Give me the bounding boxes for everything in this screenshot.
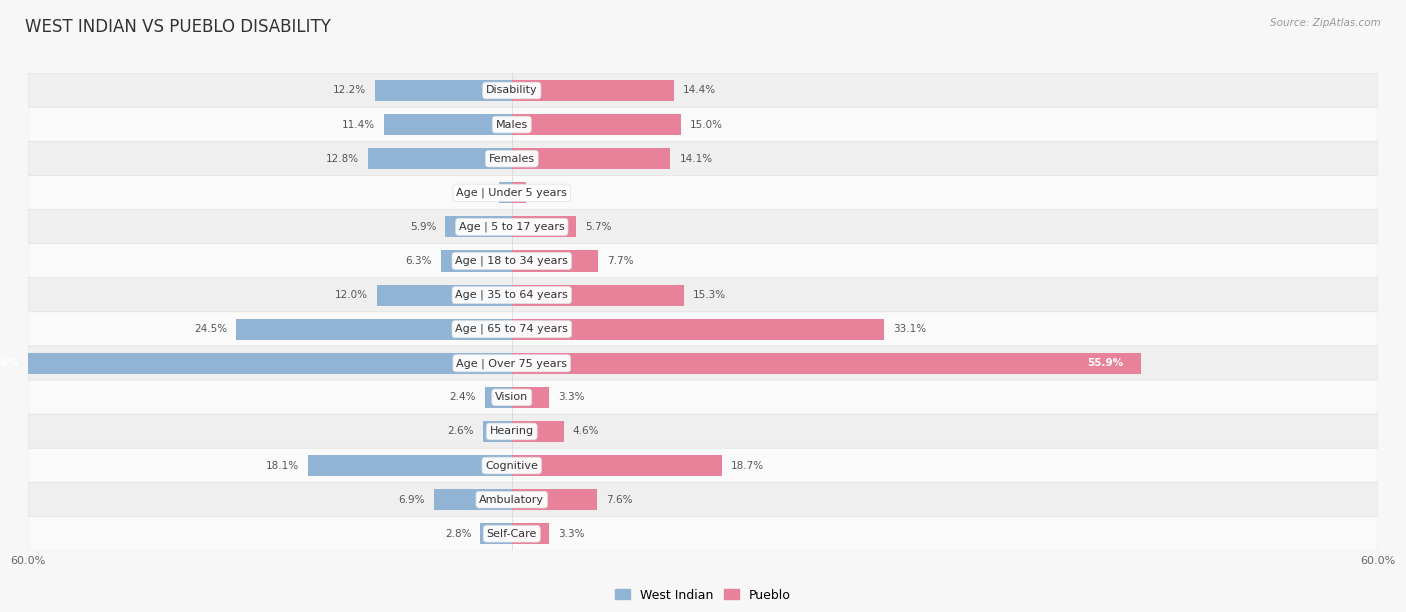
Bar bbox=[499, 182, 512, 203]
Bar bbox=[512, 421, 564, 442]
Text: 2.6%: 2.6% bbox=[447, 427, 474, 436]
Text: Age | 18 to 34 years: Age | 18 to 34 years bbox=[456, 256, 568, 266]
Bar bbox=[0, 353, 512, 374]
Text: 15.3%: 15.3% bbox=[693, 290, 725, 300]
Text: 2.4%: 2.4% bbox=[450, 392, 475, 402]
FancyBboxPatch shape bbox=[28, 278, 1378, 313]
Bar bbox=[308, 455, 512, 476]
Text: Age | Over 75 years: Age | Over 75 years bbox=[457, 358, 567, 368]
Text: Age | 65 to 74 years: Age | 65 to 74 years bbox=[456, 324, 568, 334]
FancyBboxPatch shape bbox=[28, 209, 1378, 244]
Text: Disability: Disability bbox=[486, 86, 537, 95]
Bar bbox=[481, 523, 512, 544]
Text: Females: Females bbox=[489, 154, 534, 163]
FancyBboxPatch shape bbox=[28, 73, 1378, 108]
Bar bbox=[384, 114, 512, 135]
Text: 18.1%: 18.1% bbox=[266, 461, 299, 471]
Bar bbox=[512, 387, 548, 408]
Text: 12.0%: 12.0% bbox=[335, 290, 368, 300]
Text: 4.6%: 4.6% bbox=[572, 427, 599, 436]
Bar bbox=[512, 319, 884, 340]
FancyBboxPatch shape bbox=[28, 482, 1378, 517]
Text: Self-Care: Self-Care bbox=[486, 529, 537, 539]
Text: 12.2%: 12.2% bbox=[332, 86, 366, 95]
Text: WEST INDIAN VS PUEBLO DISABILITY: WEST INDIAN VS PUEBLO DISABILITY bbox=[25, 18, 332, 36]
Text: 3.3%: 3.3% bbox=[558, 392, 585, 402]
Text: 11.4%: 11.4% bbox=[342, 119, 374, 130]
Text: Age | 35 to 64 years: Age | 35 to 64 years bbox=[456, 290, 568, 300]
Bar bbox=[446, 216, 512, 237]
Bar bbox=[482, 421, 512, 442]
Text: Hearing: Hearing bbox=[489, 427, 534, 436]
Bar bbox=[512, 216, 576, 237]
Bar bbox=[512, 285, 683, 305]
Text: 3.3%: 3.3% bbox=[558, 529, 585, 539]
Text: Age | Under 5 years: Age | Under 5 years bbox=[457, 187, 567, 198]
Text: Cognitive: Cognitive bbox=[485, 461, 538, 471]
Text: 15.0%: 15.0% bbox=[689, 119, 723, 130]
FancyBboxPatch shape bbox=[28, 312, 1378, 346]
Text: Males: Males bbox=[496, 119, 527, 130]
Text: 5.7%: 5.7% bbox=[585, 222, 612, 232]
Bar bbox=[441, 250, 512, 272]
Bar bbox=[377, 285, 512, 305]
FancyBboxPatch shape bbox=[28, 380, 1378, 415]
Bar bbox=[512, 523, 548, 544]
FancyBboxPatch shape bbox=[28, 141, 1378, 176]
Bar bbox=[512, 489, 598, 510]
FancyBboxPatch shape bbox=[28, 244, 1378, 278]
Text: Age | 5 to 17 years: Age | 5 to 17 years bbox=[458, 222, 565, 232]
Text: 48.6%: 48.6% bbox=[0, 358, 18, 368]
Text: 18.7%: 18.7% bbox=[731, 461, 765, 471]
Text: Source: ZipAtlas.com: Source: ZipAtlas.com bbox=[1270, 18, 1381, 28]
FancyBboxPatch shape bbox=[28, 107, 1378, 142]
Bar bbox=[368, 148, 512, 170]
Text: 7.6%: 7.6% bbox=[606, 494, 633, 505]
Text: 6.3%: 6.3% bbox=[405, 256, 432, 266]
Bar bbox=[512, 250, 599, 272]
Text: 1.1%: 1.1% bbox=[464, 188, 491, 198]
Bar bbox=[485, 387, 512, 408]
Text: 7.7%: 7.7% bbox=[607, 256, 634, 266]
Bar bbox=[236, 319, 512, 340]
Text: 14.4%: 14.4% bbox=[683, 86, 716, 95]
Bar bbox=[374, 80, 512, 101]
Bar bbox=[512, 114, 681, 135]
Text: Vision: Vision bbox=[495, 392, 529, 402]
Bar bbox=[512, 353, 1140, 374]
FancyBboxPatch shape bbox=[28, 448, 1378, 483]
Legend: West Indian, Pueblo: West Indian, Pueblo bbox=[610, 584, 796, 606]
Bar bbox=[512, 182, 526, 203]
FancyBboxPatch shape bbox=[28, 414, 1378, 449]
Bar bbox=[512, 80, 673, 101]
Text: 2.8%: 2.8% bbox=[444, 529, 471, 539]
Text: 33.1%: 33.1% bbox=[893, 324, 927, 334]
Bar bbox=[512, 455, 723, 476]
Text: 5.9%: 5.9% bbox=[411, 222, 436, 232]
Text: 1.3%: 1.3% bbox=[536, 188, 562, 198]
FancyBboxPatch shape bbox=[28, 346, 1378, 381]
Text: 12.8%: 12.8% bbox=[326, 154, 359, 163]
Bar bbox=[434, 489, 512, 510]
Text: Ambulatory: Ambulatory bbox=[479, 494, 544, 505]
Text: 55.9%: 55.9% bbox=[1088, 358, 1123, 368]
FancyBboxPatch shape bbox=[28, 176, 1378, 210]
Text: 14.1%: 14.1% bbox=[679, 154, 713, 163]
Bar bbox=[512, 148, 671, 170]
FancyBboxPatch shape bbox=[28, 517, 1378, 551]
Text: 6.9%: 6.9% bbox=[399, 494, 425, 505]
Text: 24.5%: 24.5% bbox=[194, 324, 228, 334]
